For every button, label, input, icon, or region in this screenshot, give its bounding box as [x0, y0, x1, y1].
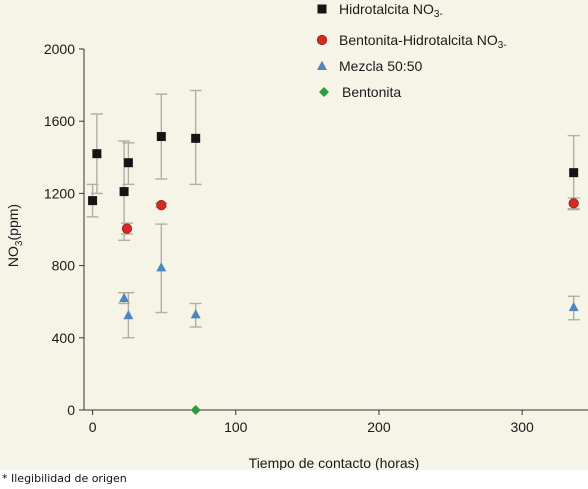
legend-marker-2	[317, 60, 327, 70]
data-point-series-2	[123, 310, 134, 320]
data-point-series-2	[156, 262, 167, 272]
plot-area: 0 400 800 1200 1600 2000 0 100 200 300 Tiempo de c…	[5, 1, 588, 470]
legend-marker-3	[319, 87, 329, 97]
data-point-series-2	[568, 301, 579, 312]
y-tick-label: 1200	[44, 185, 75, 201]
x-tick-label: 200	[367, 419, 391, 435]
y-tick-label: 400	[52, 330, 76, 346]
data-point-series-0	[123, 158, 133, 168]
y-tick-label: 1600	[44, 113, 75, 129]
data-point-series-2	[190, 309, 201, 319]
chart-figure: 0 400 800 1200 1600 2000 0 100 200 300 Tiempo de c…	[0, 0, 588, 470]
legend-label-3: Bentonita	[342, 84, 401, 100]
x-tick-label: 100	[224, 419, 248, 435]
data-point-series-0	[191, 133, 201, 143]
data-point-series-3	[190, 405, 201, 415]
data-point-series-0	[569, 168, 579, 178]
data-point-series-0	[156, 132, 166, 142]
x-axis-title: Tiempo de contacto (horas)	[249, 455, 420, 470]
x-tick-label: 0	[89, 419, 97, 435]
y-axis-title: NO3(ppm)	[5, 204, 25, 267]
chart-svg: 0 400 800 1200 1600 2000 0 100 200 300 Tiempo de c…	[5, 1, 588, 470]
legend-label-1: Bentonita-Hidrotalcita NO3-	[339, 32, 507, 51]
data-point-series-1	[121, 223, 133, 234]
legend-label-0: Hidrotalcita NO3-	[339, 1, 443, 20]
legend-label-2: Mezcla 50:50	[339, 58, 422, 74]
legend-marker-0	[317, 4, 327, 14]
data-point-series-0	[92, 149, 102, 159]
data-point-series-0	[88, 196, 98, 206]
data-point-series-1	[568, 198, 579, 209]
x-tick-label: 300	[510, 419, 534, 435]
data-point-series-0	[119, 187, 129, 197]
y-tick-label: 0	[67, 402, 75, 418]
legend-marker-1	[316, 34, 328, 46]
y-tick-label: 2000	[44, 41, 75, 57]
data-point-series-1	[156, 200, 167, 211]
footnote: * Ilegibilidad de origen	[2, 472, 127, 485]
data-point-series-2	[119, 292, 130, 303]
y-tick-label: 800	[52, 258, 76, 274]
